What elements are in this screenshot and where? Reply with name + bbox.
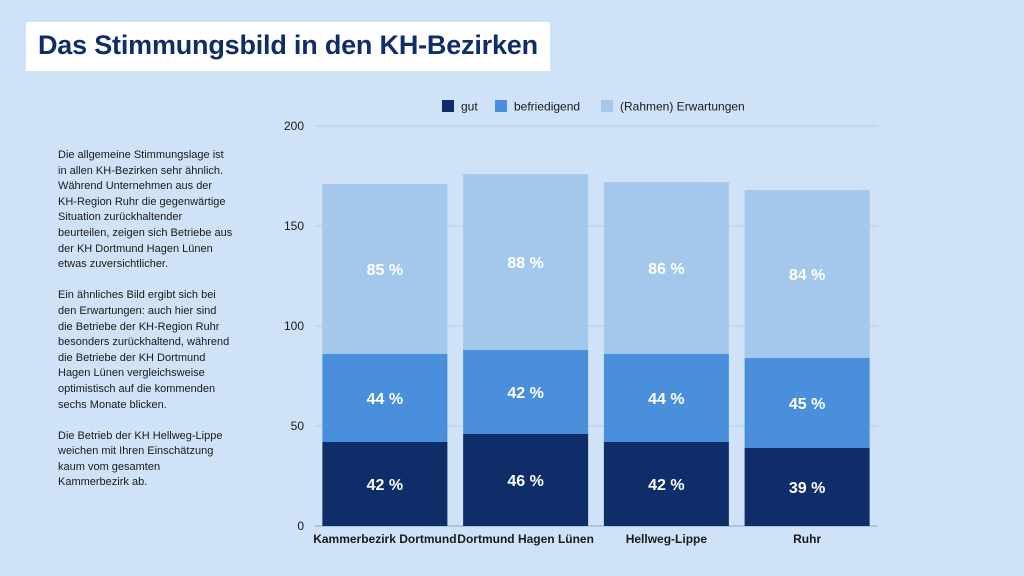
description-text: Die allgemeine Stimmungslage ist in alle… xyxy=(58,148,233,507)
bar-label-2-4: 45 % xyxy=(789,396,825,413)
bar-label-3-1: 85 % xyxy=(367,262,403,279)
bar-label-1-2: 46 % xyxy=(507,473,543,490)
bar-label-1-4: 39 % xyxy=(789,480,825,497)
x-tick-label-1: Kammerbezirk Dortmund xyxy=(313,532,456,546)
bar-1-3 xyxy=(603,442,729,526)
legend-swatch-2 xyxy=(495,100,507,112)
bar-1-2 xyxy=(463,434,589,526)
bar-2-4 xyxy=(744,358,870,448)
legend-label-3: (Rahmen) Erwartungen xyxy=(620,100,745,114)
bar-2-2 xyxy=(463,350,589,434)
bar-label-2-1: 44 % xyxy=(367,391,403,408)
y-tick-label-50: 50 xyxy=(291,419,305,433)
legend-label-2: befriedigend xyxy=(514,100,580,114)
page-title: Das Stimmungsbild in den KH-Bezirken xyxy=(38,30,538,60)
y-tick-label-0: 0 xyxy=(297,519,304,533)
bar-label-1-1: 42 % xyxy=(367,477,403,494)
bar-label-2-3: 44 % xyxy=(648,391,684,408)
paragraph-3: Die Betrieb der KH Hellweg-Lippe weichen… xyxy=(58,429,223,489)
bar-1-1 xyxy=(322,442,448,526)
paragraph-2: Ein ähnliches Bild ergibt sich bei den E… xyxy=(58,289,230,411)
x-tick-label-4: Ruhr xyxy=(793,532,821,546)
bar-label-3-4: 84 % xyxy=(789,267,825,284)
x-tick-label-3: Hellweg-Lippe xyxy=(626,532,708,546)
legend-label-1: gut xyxy=(461,100,478,114)
bar-2-1 xyxy=(322,354,448,442)
y-tick-label-200: 200 xyxy=(284,119,304,133)
paragraph-1: Die allgemeine Stimmungslage ist in alle… xyxy=(58,149,233,271)
bar-label-2-2: 42 % xyxy=(507,385,543,402)
bar-3-1 xyxy=(322,184,448,354)
bar-2-3 xyxy=(603,354,729,442)
bar-3-4 xyxy=(744,190,870,358)
bar-label-3-2: 88 % xyxy=(507,255,543,272)
bar-3-2 xyxy=(463,174,589,350)
title-box: Das Stimmungsbild in den KH-Bezirken xyxy=(26,22,550,71)
bar-label-3-3: 86 % xyxy=(648,261,684,278)
y-tick-label-100: 100 xyxy=(284,319,304,333)
x-tick-label-2: Dortmund Hagen Lünen xyxy=(457,532,594,546)
bar-1-4 xyxy=(744,448,870,526)
legend-swatch-3 xyxy=(601,100,613,112)
legend-swatch-1 xyxy=(442,100,454,112)
y-tick-label-150: 150 xyxy=(284,219,304,233)
bar-3-3 xyxy=(603,182,729,354)
bar-label-1-3: 42 % xyxy=(648,477,684,494)
